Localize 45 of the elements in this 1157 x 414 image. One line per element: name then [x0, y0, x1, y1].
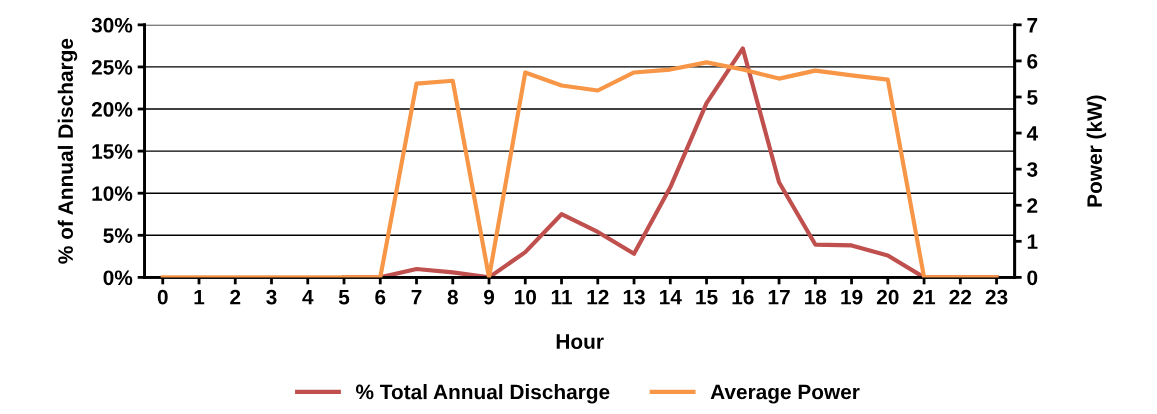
y2-tick-label: 4	[1026, 126, 1038, 141]
x-tick-label: 9	[483, 289, 495, 305]
x-tick-label: 12	[587, 289, 609, 305]
y-axis-title: % of Annual Discharge	[57, 38, 78, 264]
x-tick-label: 3	[266, 289, 277, 305]
line-series	[160, 60, 999, 278]
x-tick-label: 22	[949, 289, 972, 305]
x-tick-label: 21	[913, 289, 936, 305]
y-tick-label: 0%	[103, 270, 133, 286]
x-tick-label: 13	[623, 289, 645, 305]
x-tick-label: 8	[447, 289, 458, 305]
x-tick-label: 14	[660, 289, 682, 305]
x-tick-label: 18	[805, 289, 827, 305]
y-tick-label: 20%	[91, 102, 133, 117]
x-tick-label: 23	[985, 289, 1008, 305]
x-tick-label: 2	[230, 289, 241, 305]
x-tick-label: 0	[157, 289, 168, 305]
x-tick-label: 5	[338, 289, 350, 305]
y-tick-label: 5%	[103, 228, 133, 244]
x-tick-label: 4	[302, 289, 314, 305]
x-tick-label: 17	[768, 289, 790, 305]
x-tick-label: 10	[515, 289, 537, 305]
x-tick-label: 16	[732, 289, 754, 305]
y2-tick-label: 3	[1026, 162, 1038, 177]
y2-tick-label: 7	[1027, 18, 1038, 33]
legend-label: Average Power	[710, 384, 860, 404]
y2-tick-label: 1	[1027, 234, 1038, 249]
y2-axis-title: Power (kW)	[1086, 95, 1107, 207]
y2-tick-label: 6	[1027, 53, 1038, 69]
y2-tick-label: 2	[1027, 198, 1038, 213]
x-axis-title: Hour	[556, 334, 604, 349]
legend-label: % Total Annual Discharge	[355, 384, 610, 404]
x-tick-label: 7	[411, 289, 422, 305]
x-tick-label: 15	[696, 289, 718, 305]
y-tick-label: 25%	[91, 59, 133, 75]
x-tick-label: 11	[551, 289, 572, 305]
x-tick-label: 1	[194, 289, 205, 305]
y-tick-label: 15%	[92, 144, 133, 159]
x-tick-label: 20	[876, 289, 899, 305]
y-tick-label: 30%	[91, 17, 133, 33]
y2-tick-label: 0	[1027, 270, 1038, 286]
x-tick-label: 19	[841, 289, 863, 305]
y-tick-label: 10%	[92, 186, 133, 201]
y2-tick-label: 5	[1027, 90, 1038, 105]
x-tick-label: 6	[375, 289, 386, 305]
